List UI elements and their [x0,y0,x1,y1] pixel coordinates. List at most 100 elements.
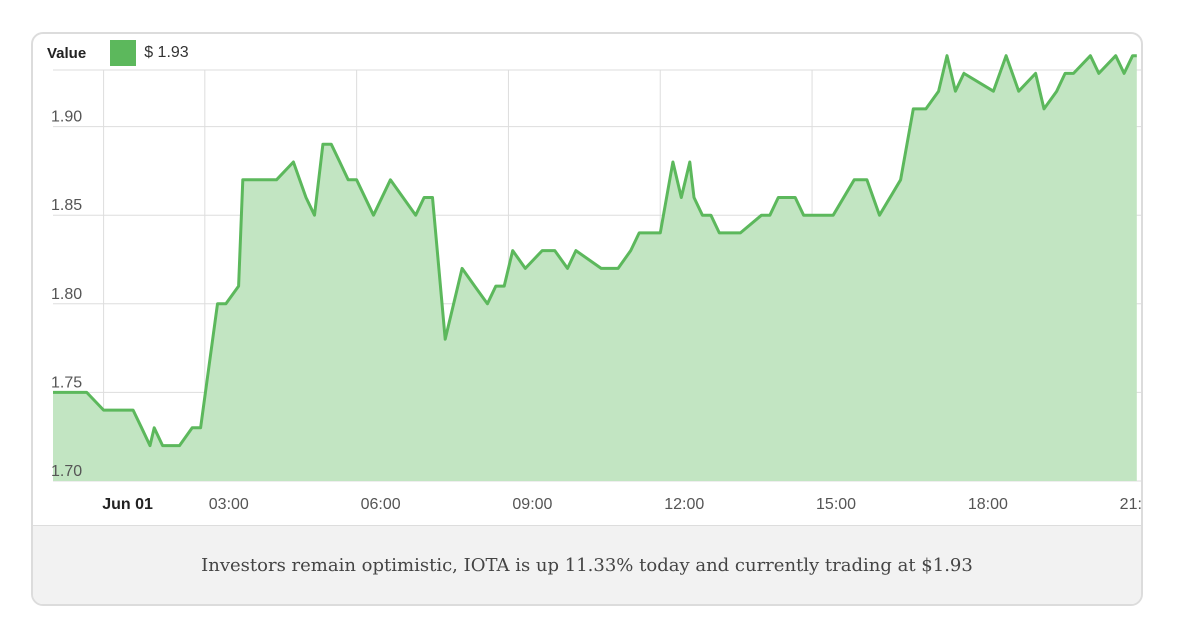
data-point[interactable] [628,248,634,254]
data-point[interactable] [725,230,731,236]
data-point[interactable] [472,283,478,289]
data-point[interactable] [493,283,499,289]
data-point[interactable] [354,177,360,183]
data-point[interactable] [1041,106,1047,112]
legend-value: $ 1.93 [144,44,189,61]
data-point[interactable] [290,159,296,165]
data-point[interactable] [240,177,246,183]
data-point[interactable] [430,194,436,200]
data-point[interactable] [50,389,56,395]
series-line[interactable] [53,54,1137,448]
y-tick-label: 1.85 [51,197,82,214]
data-point[interactable] [691,194,697,200]
data-point[interactable] [1096,70,1102,76]
data-point[interactable] [84,389,90,395]
data-point[interactable] [151,425,157,431]
data-point[interactable] [792,194,798,200]
data-point[interactable] [645,230,651,236]
x-tick-label: 09:00 [512,496,552,513]
data-point[interactable] [501,283,507,289]
data-point[interactable] [1071,70,1077,76]
y-tick-label: 1.80 [51,286,82,303]
data-point[interactable] [1054,88,1060,94]
data-point[interactable] [767,212,773,218]
data-point[interactable] [687,159,693,165]
data-point[interactable] [101,407,107,413]
data-point[interactable] [539,248,545,254]
caption: Investors remain optimistic, IOTA is up … [33,525,1141,604]
x-axis: Jun 01 03:00 06:00 09:00 12:00 15:00 18:00 21:0… [102,496,1141,513]
data-point[interactable] [387,177,393,183]
data-point[interactable] [274,177,280,183]
data-point[interactable] [236,283,242,289]
data-point[interactable] [510,248,516,254]
data-point[interactable] [1003,53,1009,59]
data-point[interactable] [775,194,781,200]
y-tick-label: 1.75 [51,374,82,391]
data-point[interactable] [370,212,376,218]
data-point[interactable] [320,141,326,147]
data-point[interactable] [758,212,764,218]
data-point[interactable] [936,88,942,94]
data-point[interactable] [1134,53,1140,59]
data-point[interactable] [303,194,309,200]
data-point[interactable] [990,88,996,94]
data-point[interactable] [944,53,950,59]
data-point[interactable] [1062,70,1068,76]
data-point[interactable] [223,301,229,307]
x-tick-label: 12:00 [664,496,704,513]
data-point[interactable] [818,212,824,218]
data-point[interactable] [598,265,604,271]
legend: Value $ 1.93 [47,38,189,68]
data-point[interactable] [923,106,929,112]
data-point[interactable] [708,212,714,218]
data-point[interactable] [737,230,743,236]
x-tick-label: 18:00 [968,496,1008,513]
data-point[interactable] [459,265,465,271]
data-point[interactable] [670,159,676,165]
data-point[interactable] [214,301,220,307]
data-point[interactable] [147,443,153,449]
data-point[interactable] [657,230,663,236]
data-point[interactable] [910,106,916,112]
data-point[interactable] [311,212,317,218]
data-point[interactable] [636,230,642,236]
x-tick-label: 15:00 [816,496,856,513]
data-point[interactable] [130,407,136,413]
data-point[interactable] [1113,53,1119,59]
data-point[interactable] [1087,53,1093,59]
data-point[interactable] [1016,88,1022,94]
data-point[interactable] [337,159,343,165]
data-point[interactable] [328,141,334,147]
data-point[interactable] [898,177,904,183]
data-point[interactable] [522,265,528,271]
data-point[interactable] [345,177,351,183]
x-tick-label: Jun 01 [102,496,153,513]
data-point[interactable] [164,443,170,449]
data-point[interactable] [877,212,883,218]
data-point[interactable] [1033,70,1039,76]
data-point[interactable] [851,177,857,183]
data-point[interactable] [442,336,448,342]
data-point[interactable] [573,248,579,254]
data-point[interactable] [552,248,558,254]
data-point[interactable] [801,212,807,218]
data-point[interactable] [484,301,490,307]
data-point[interactable] [716,230,722,236]
data-point[interactable] [189,425,195,431]
data-point[interactable] [830,212,836,218]
data-point[interactable] [139,425,145,431]
data-point[interactable] [1121,70,1127,76]
data-point[interactable] [564,265,570,271]
data-point[interactable] [615,265,621,271]
data-point[interactable] [678,194,684,200]
data-point[interactable] [177,443,183,449]
data-point[interactable] [952,88,958,94]
data-point[interactable] [961,70,967,76]
data-point[interactable] [198,425,204,431]
data-point[interactable] [607,265,613,271]
data-point[interactable] [864,177,870,183]
data-point[interactable] [413,212,419,218]
data-point[interactable] [699,212,705,218]
chart-plot[interactable]: 1.70 1.75 1.80 1.85 1.90 Jun 01 03:00 06:00 09:… [33,34,1141,525]
